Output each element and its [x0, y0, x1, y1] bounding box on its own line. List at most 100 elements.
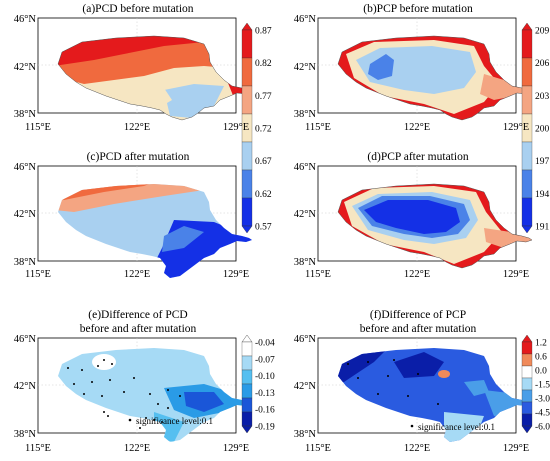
colorbar-tick-label: 0.67: [255, 157, 272, 167]
colorbar-segment: [241, 29, 253, 59]
colorbar-segment: [521, 389, 533, 403]
colorbar-tick-label: 209: [535, 27, 550, 37]
panel-f-title-line1: (f)Difference of PCP: [370, 309, 466, 321]
panel-e-note: significance level:0.1: [136, 416, 213, 426]
panel-e-colorbar: -0.04 -0.07 -0.10 -0.13 -0.16 -0.19: [241, 334, 275, 434]
colorbar-tick-label: 0.72: [255, 125, 272, 135]
panel-b: (b)PCP before mutation 209 206 203 200 197 19…: [317, 3, 550, 234]
lon-122-f: 122°E: [404, 443, 430, 454]
lat-38-b: 38°N: [294, 109, 317, 120]
lon-115-e: 115°E: [25, 443, 51, 454]
colorbar-tick-label: 197: [535, 157, 550, 167]
panel-e-significance-dots: [67, 359, 181, 429]
panel-f: (f)Difference of PCP before and after mu…: [317, 309, 550, 442]
colorbar-tick-label: -3.0: [535, 395, 550, 405]
lon-129-a: 129°E: [223, 122, 249, 133]
colorbar-segment: [521, 85, 533, 115]
colorbar-tick-label: -0.16: [255, 406, 275, 416]
lat-42-e: 42°N: [14, 381, 37, 392]
panel-a-colorbar: 0.87 0.82 0.77 0.72 0.67 0.62 0.57: [241, 22, 272, 234]
colorbar-segment: [521, 141, 533, 171]
lat-38-c: 38°N: [14, 257, 37, 268]
colorbar-arrow-top: [521, 334, 533, 343]
lat-38-d: 38°N: [294, 257, 317, 268]
colorbar-tick-label: -0.10: [255, 372, 275, 382]
colorbar-segment: [241, 383, 253, 399]
lon-115-b: 115°E: [305, 122, 331, 133]
lat-46-f: 46°N: [294, 334, 317, 345]
lon-129-e: 129°E: [223, 443, 249, 454]
colorbar-tick-label: 1.2: [535, 339, 547, 349]
colorbar-tick-label: 191: [535, 223, 550, 233]
colorbar-arrow-bottom: [521, 225, 533, 234]
panel-a-title: (a)PCD before mutation: [82, 3, 193, 15]
lat-46-d: 46°N: [294, 162, 317, 173]
colorbar-segment: [521, 413, 533, 427]
colorbar-tick-label: 200: [535, 125, 550, 135]
lat-42-c: 42°N: [14, 209, 37, 220]
colorbar-arrow-bottom: [241, 225, 253, 234]
colorbar-tick-label: -0.07: [255, 355, 275, 365]
colorbar-tick-label: 0.0: [535, 367, 547, 377]
lat-38-e: 38°N: [14, 429, 37, 440]
lon-122-d: 122°E: [404, 269, 430, 280]
lon-122-b: 122°E: [404, 122, 430, 133]
colorbar-tick-label: 0.6: [535, 353, 547, 363]
panel-e-title-line1: (e)Difference of PCD: [88, 309, 187, 321]
panel-c: (c)PCD after mutation: [37, 151, 252, 278]
colorbar-tick-label: -4.5: [535, 409, 550, 419]
colorbar-segment: [521, 197, 533, 227]
colorbar-segment: [521, 29, 533, 59]
panel-f-significance-dots: [347, 359, 439, 405]
lon-122-a: 122°E: [124, 122, 150, 133]
colorbar-segment: [241, 411, 253, 427]
colorbar-tick-label: -0.04: [255, 339, 275, 349]
colorbar-segment: [241, 85, 253, 115]
lon-122-c: 122°E: [124, 269, 150, 280]
colorbar-tick-label: 203: [535, 92, 550, 102]
colorbar-segment: [241, 355, 253, 371]
colorbar-segment: [241, 57, 253, 87]
colorbar-segment: [521, 341, 533, 355]
colorbar-segment: [521, 365, 533, 379]
lat-38-f: 38°N: [294, 429, 317, 440]
lat-46-a: 46°N: [14, 14, 37, 25]
panel-d-title: (d)PCP after mutation: [367, 151, 468, 163]
panel-b-title: (b)PCP before mutation: [363, 3, 473, 15]
colorbar-arrow-top: [241, 22, 253, 31]
colorbar-segment: [241, 169, 253, 199]
lat-46-c: 46°N: [14, 162, 37, 173]
colorbar-tick-label: -0.19: [255, 423, 275, 433]
colorbar-tick-label: -6.0: [535, 423, 550, 433]
colorbar-tick-label: -0.13: [255, 389, 275, 399]
axes-labels: 46°N 42°N 38°N 46°N 42°N 38°N 115°E 122°…: [14, 14, 529, 454]
lon-122-e: 122°E: [124, 443, 150, 454]
colorbar-tick-label: 206: [535, 59, 550, 69]
colorbar-segment: [521, 57, 533, 87]
panel-f-colorbar: 1.2 0.6 0.0 -1.5 -3.0 -4.5 -6.0: [521, 334, 550, 434]
colorbar-segment: [241, 397, 253, 413]
panel-e: (e)Difference of PCD before and after mu…: [37, 309, 275, 442]
colorbar-tick-label: 194: [535, 190, 550, 200]
panel-f-title-line2: before and after mutation: [360, 323, 477, 335]
colorbar-segment: [241, 141, 253, 171]
colorbar-arrow-top: [241, 334, 253, 343]
panel-a: (a)PCD before mutation 0.870.820.770.720…: [37, 3, 272, 234]
colorbar-tick-label: 0.82: [255, 59, 272, 69]
colorbar-tick-label: 0.57: [255, 223, 272, 233]
panel-d: (d)PCP after mutation: [317, 151, 533, 269]
colorbar-tick-label: 0.62: [255, 190, 272, 200]
lat-38-a: 38°N: [14, 109, 37, 120]
lon-129-b: 129°E: [503, 122, 529, 133]
colorbar-segment: [241, 197, 253, 227]
lon-115-f: 115°E: [305, 443, 331, 454]
lat-42-d: 42°N: [294, 209, 317, 220]
colorbar-tick-label: -1.5: [535, 381, 550, 391]
colorbar-segment: [521, 353, 533, 367]
colorbar-tick-label: 0.77: [255, 92, 272, 102]
panel-b-colorbar: 209 206 203 200 197 194 191: [521, 22, 550, 234]
lon-129-f: 129°E: [503, 443, 529, 454]
lat-46-e: 46°N: [14, 334, 37, 345]
colorbar-segment: [241, 341, 253, 357]
